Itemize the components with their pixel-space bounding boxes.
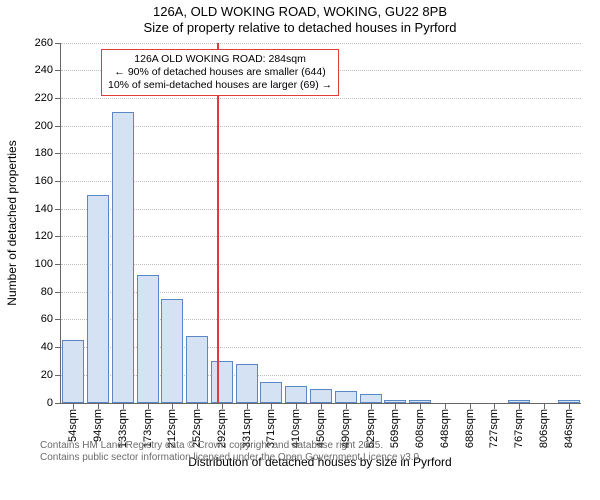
histogram-bar — [409, 400, 431, 403]
page-title-line1: 126A, OLD WOKING ROAD, WOKING, GU22 8PB — [0, 4, 600, 20]
histogram-bar — [211, 361, 233, 403]
x-tick — [172, 404, 173, 409]
x-tick-label: 54sqm — [67, 409, 79, 442]
gridline — [61, 98, 581, 99]
x-tick — [544, 404, 545, 409]
histogram-bar — [62, 340, 84, 402]
x-tick — [395, 404, 396, 409]
histogram-bar — [137, 275, 159, 402]
y-tick-label: 20 — [41, 369, 61, 381]
gridline — [61, 153, 581, 154]
footer-line-2: Contains public sector information licen… — [40, 452, 422, 465]
y-tick-label: 120 — [35, 230, 61, 242]
histogram-bar — [186, 336, 208, 402]
histogram-bar — [112, 112, 134, 403]
y-tick-label: 40 — [41, 341, 61, 353]
x-tick-label: 688sqm — [464, 409, 476, 448]
footer: Contains HM Land Registry data © Crown c… — [40, 440, 422, 465]
x-tick — [420, 404, 421, 409]
x-tick — [123, 404, 124, 409]
chart: Number of detached properties 0204060801… — [0, 37, 600, 467]
x-tick — [494, 404, 495, 409]
histogram-bar — [335, 391, 357, 402]
x-tick-label: 94sqm — [92, 409, 104, 442]
x-tick — [271, 404, 272, 409]
y-tick-label: 140 — [35, 203, 61, 215]
x-tick — [371, 404, 372, 409]
y-axis-title: Number of detached properties — [5, 140, 19, 305]
annotation-line-3: 10% of semi-detached houses are larger (… — [108, 79, 332, 92]
x-tick — [470, 404, 471, 409]
annotation-box: 126A OLD WOKING ROAD: 284sqm ← 90% of de… — [101, 49, 339, 96]
histogram-bar — [558, 400, 580, 403]
histogram-bar — [384, 400, 406, 403]
footer-line-1: Contains HM Land Registry data © Crown c… — [40, 440, 422, 453]
x-tick-label: 727sqm — [488, 409, 500, 448]
y-tick-label: 0 — [47, 397, 61, 409]
y-tick-label: 180 — [35, 147, 61, 159]
x-tick — [73, 404, 74, 409]
y-tick-label: 240 — [35, 64, 61, 76]
x-tick — [98, 404, 99, 409]
marker-line — [217, 43, 219, 403]
x-tick — [519, 404, 520, 409]
histogram-bar — [285, 386, 307, 403]
y-tick-label: 200 — [35, 120, 61, 132]
histogram-bar — [87, 195, 109, 403]
y-tick-label: 60 — [41, 313, 61, 325]
histogram-bar — [508, 400, 530, 403]
y-tick-label: 100 — [35, 258, 61, 270]
histogram-bar — [161, 299, 183, 403]
x-tick — [346, 404, 347, 409]
x-tick-label: 767sqm — [513, 409, 525, 448]
histogram-bar — [236, 364, 258, 403]
y-tick-label: 160 — [35, 175, 61, 187]
x-tick-label: 648sqm — [439, 409, 451, 448]
x-tick — [296, 404, 297, 409]
x-tick — [197, 404, 198, 409]
x-tick — [148, 404, 149, 409]
gridline — [61, 209, 581, 210]
gridline — [61, 43, 581, 44]
histogram-bar — [260, 382, 282, 403]
x-tick — [321, 404, 322, 409]
y-tick-label: 260 — [35, 37, 61, 49]
gridline — [61, 181, 581, 182]
annotation-line-2: ← 90% of detached houses are smaller (64… — [108, 66, 332, 79]
x-tick-label: 846sqm — [563, 409, 575, 448]
x-tick — [222, 404, 223, 409]
page-title-line2: Size of property relative to detached ho… — [0, 20, 600, 36]
x-tick — [569, 404, 570, 409]
histogram-bar — [360, 394, 382, 402]
gridline — [61, 236, 581, 237]
x-tick — [247, 404, 248, 409]
gridline — [61, 126, 581, 127]
x-tick — [445, 404, 446, 409]
annotation-line-1: 126A OLD WOKING ROAD: 284sqm — [108, 53, 332, 66]
x-tick-label: 806sqm — [538, 409, 550, 448]
y-tick-label: 220 — [35, 92, 61, 104]
plot-area: 02040608010012014016018020022024026054sq… — [60, 43, 581, 404]
histogram-bar — [310, 389, 332, 403]
gridline — [61, 264, 581, 265]
y-tick-label: 80 — [41, 286, 61, 298]
